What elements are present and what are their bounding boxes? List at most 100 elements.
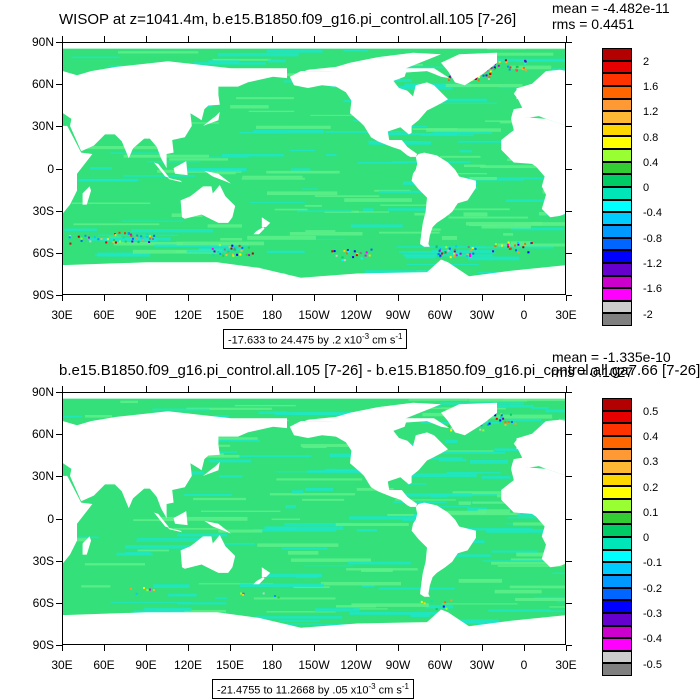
colorbar-swatch — [602, 663, 632, 677]
x-tick-mark — [566, 386, 567, 392]
colorbar-label: -0.5 — [643, 658, 662, 671]
x-tick-label: 180 — [261, 658, 283, 672]
x-tick-label: 60W — [427, 308, 453, 322]
x-tick-mark — [146, 386, 147, 392]
y-tick-label: 90N — [31, 385, 54, 399]
x-tick-mark — [398, 36, 399, 42]
x-tick-mark — [314, 295, 315, 301]
x-tick-mark — [146, 36, 147, 42]
colorbar-swatch — [602, 625, 632, 639]
colorbar-label: 1.6 — [643, 80, 659, 93]
x-tick-mark — [398, 295, 399, 301]
y-tick-mark — [566, 84, 572, 86]
map-field — [63, 43, 565, 294]
x-tick-mark — [104, 295, 105, 301]
x-tick-label: 150E — [215, 658, 245, 672]
x-tick-mark — [62, 36, 63, 42]
y-tick-mark — [566, 252, 572, 254]
range-units: cm s — [369, 334, 396, 347]
y-tick-label: 90N — [31, 35, 54, 49]
rms-stat: rms = 0.4451 — [552, 16, 635, 32]
colorbar-label: 0.4 — [643, 430, 659, 443]
data-range-box: -17.633 to 24.475 by .2 x10-3 cm s-1 — [223, 329, 408, 349]
x-tick-mark — [482, 295, 483, 301]
colorbar-swatch — [602, 398, 632, 411]
x-tick-mark — [566, 645, 567, 651]
colorbar-swatch — [602, 650, 632, 664]
colorbar-swatch — [602, 499, 632, 512]
y-tick-mark — [56, 168, 62, 170]
y-tick-label: 60N — [31, 77, 54, 92]
colorbar-swatch — [602, 123, 632, 137]
mean-stat: mean = -1.335e-10 — [552, 349, 671, 365]
colorbar-label: -0.4 — [643, 633, 662, 646]
colorbar-swatch — [602, 174, 632, 188]
y-tick-mark — [566, 210, 572, 212]
colorbar-swatch — [602, 60, 632, 74]
y-tick-mark — [56, 560, 62, 562]
x-tick-mark — [524, 36, 525, 42]
x-tick-mark — [440, 645, 441, 651]
colorbar-swatch — [602, 136, 632, 150]
y-tick-label: 0 — [47, 511, 54, 526]
x-tick-mark — [524, 295, 525, 301]
x-tick-label: 120W — [340, 308, 372, 322]
colorbar-swatch — [602, 161, 632, 175]
colorbar-swatch — [602, 98, 632, 112]
colorbar-swatch — [602, 410, 632, 424]
x-tick-label: 30E — [51, 658, 73, 672]
colorbar-label: 0 — [643, 182, 650, 195]
x-tick-mark — [482, 386, 483, 392]
colorbar-swatch — [602, 511, 632, 525]
colorbar-swatch — [602, 262, 632, 276]
colorbar-swatch — [602, 149, 632, 162]
plot-title: b.e15.B1850.f09_g16.pi_control.all.105 [… — [59, 362, 700, 379]
colorbar-swatch — [602, 300, 632, 314]
rms-stat: rms = 0.1027 — [551, 364, 634, 380]
y-tick-mark — [566, 295, 572, 296]
colorbar-swatch — [602, 250, 632, 263]
x-tick-mark — [356, 36, 357, 42]
range-text: -21.4755 to 11.2668 by .05 x10 — [217, 684, 369, 697]
colorbar-label: -0.1 — [643, 557, 662, 570]
range-units: cm s — [375, 684, 402, 697]
x-tick-mark — [104, 386, 105, 392]
colorbar — [602, 398, 632, 677]
x-tick-mark — [524, 645, 525, 651]
x-tick-mark — [272, 295, 273, 301]
y-tick-label: 90S — [32, 288, 54, 302]
colorbar-swatch — [602, 48, 632, 61]
y-tick-label: 60S — [32, 245, 54, 260]
colorbar-swatch — [602, 111, 632, 124]
data-range-box: -21.4755 to 11.2668 by .05 x10-3 cm s-1 — [212, 679, 415, 699]
range-exponent: -3 — [368, 682, 376, 691]
colorbar-label: 0.4 — [643, 156, 659, 169]
colorbar-swatch — [602, 187, 632, 200]
y-tick-mark — [566, 168, 572, 170]
colorbar-swatch — [602, 600, 632, 613]
y-tick-mark — [56, 392, 62, 393]
x-tick-mark — [482, 36, 483, 42]
range-exponent: -3 — [361, 332, 370, 341]
x-tick-label: 90W — [385, 308, 411, 322]
x-tick-mark — [188, 295, 189, 301]
x-tick-label: 30E — [555, 658, 577, 672]
map-field — [63, 393, 565, 644]
y-tick-label: 60S — [32, 595, 54, 610]
x-tick-mark — [440, 295, 441, 301]
bottom-map-panel: b.e15.B1850.f09_g16.pi_control.all.105 [… — [0, 349, 700, 700]
colorbar-swatch — [602, 275, 632, 289]
x-tick-label: 60W — [427, 658, 453, 672]
range-text: -17.633 to 24.475 by .2 x10 — [228, 334, 362, 347]
y-tick-mark — [56, 602, 62, 604]
x-tick-mark — [188, 386, 189, 392]
x-tick-mark — [356, 645, 357, 651]
y-tick-mark — [566, 602, 572, 604]
y-tick-label: 30N — [31, 119, 54, 134]
x-tick-label: 60E — [93, 308, 115, 322]
map-plot-area — [62, 42, 566, 295]
x-tick-mark — [356, 295, 357, 301]
y-tick-mark — [56, 518, 62, 520]
x-tick-label: 150W — [298, 308, 330, 322]
x-tick-mark — [314, 36, 315, 42]
